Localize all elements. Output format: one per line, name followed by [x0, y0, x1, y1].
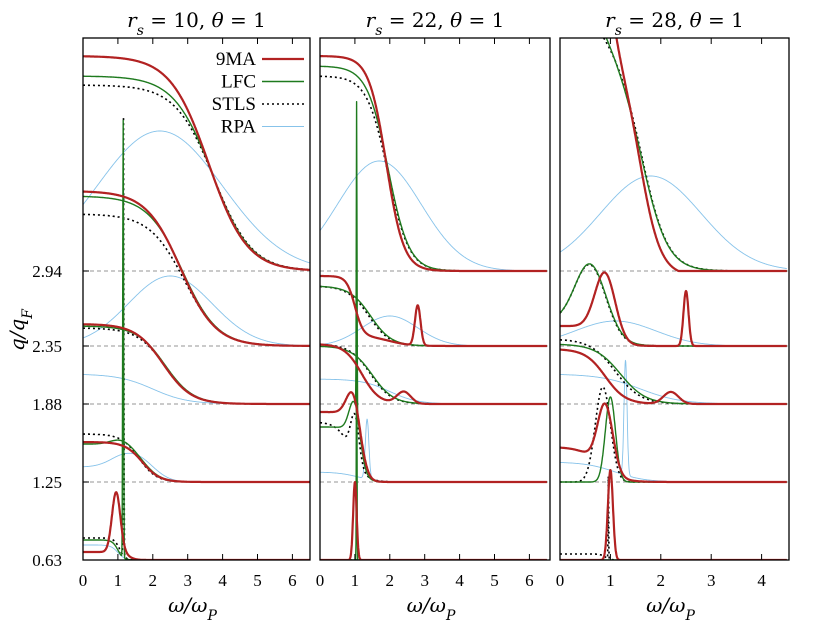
- x-axis-label: ω/ωP: [168, 593, 217, 622]
- series-9ma-q2.35: [560, 271, 788, 348]
- series-9ma-q1.25: [83, 440, 310, 484]
- x-tick-label: 3: [420, 571, 429, 590]
- x-tick-label: 3: [707, 571, 716, 590]
- x-tick-label: 1: [114, 571, 123, 590]
- curves: [560, 38, 788, 560]
- x-tick-label: 5: [253, 571, 262, 590]
- panel-title: rs = 22, θ = 1: [366, 8, 505, 39]
- y-tick-label: 2.94: [32, 262, 62, 281]
- series-stls-q1.25: [83, 433, 310, 483]
- series-stls-q0.63: [560, 475, 788, 560]
- series-rpa-q1.25: [320, 418, 547, 483]
- x-tick-label: 4: [218, 571, 227, 590]
- legend-label-lfc: LFC: [221, 72, 256, 93]
- series-stls-q1.88: [560, 339, 788, 405]
- series-lfc-q2.94: [320, 65, 548, 272]
- x-tick-label: 0: [79, 571, 88, 590]
- legend-label-9ma: 9MA: [216, 49, 256, 70]
- series-9ma-q1.25: [560, 402, 788, 484]
- series-9ma-q2.94: [83, 55, 310, 271]
- series-rpa-q2.94: [560, 175, 787, 269]
- y-tick-label: 0.63: [32, 551, 62, 570]
- x-tick-label: 2: [149, 571, 158, 590]
- y-tick-label: 2.35: [32, 337, 62, 356]
- plot-frame: [559, 37, 790, 561]
- series-stls-q1.25: [320, 412, 548, 483]
- x-tick-label: 0: [556, 571, 565, 590]
- panel-title: rs = 28, θ = 1: [605, 8, 744, 39]
- x-tick-label: 1: [351, 571, 360, 590]
- y-tick-label: 1.88: [32, 395, 62, 414]
- series-stls-q1.88: [83, 327, 310, 405]
- plot-frame: [82, 37, 311, 561]
- series-lfc-q0.63: [83, 119, 310, 560]
- series-lfc-q1.88: [83, 325, 310, 405]
- curves: [83, 55, 310, 560]
- series-9ma-q0.63: [83, 491, 310, 560]
- x-tick-label: 2: [386, 571, 395, 590]
- series-stls-q2.35: [560, 263, 788, 347]
- panel-2: 0 1 2 3 4 5 6 ω/ωP rs = 22, θ = 1: [316, 8, 551, 622]
- plot-frame: [319, 37, 551, 561]
- series-9ma-q2.94: [320, 55, 548, 273]
- series-rpa-q2.35: [83, 275, 310, 347]
- series-9ma-q2.35: [320, 274, 548, 348]
- series-stls-q2.94: [602, 38, 788, 272]
- x-tick-label: 4: [455, 571, 464, 590]
- series-9ma-q2.94: [615, 38, 788, 273]
- x-tick-label: 1: [606, 571, 615, 590]
- series-9ma-q1.88: [83, 323, 310, 406]
- series-9ma-q1.88: [320, 343, 548, 406]
- series-lfc-q1.88: [560, 343, 788, 405]
- x-tick-label: 6: [288, 571, 297, 590]
- series-9ma-q2.35: [83, 190, 310, 347]
- panel-title: rs = 10, θ = 1: [127, 8, 266, 39]
- x-tick-label: 4: [757, 571, 766, 590]
- series-lfc-q2.94: [605, 38, 788, 272]
- series-rpa-q1.88: [560, 374, 787, 405]
- x-tick-label: 5: [490, 571, 499, 590]
- series-9ma-q1.25: [320, 391, 548, 484]
- y-tick-label: 1.25: [32, 473, 62, 492]
- x-axis-label: ω/ωP: [407, 593, 456, 622]
- series-9ma-q1.88: [560, 348, 788, 406]
- panel-1: 0 1 2 3 4 5 6 ω/ωP rs = 10, θ = 1: [79, 8, 311, 622]
- series-stls-q2.94: [320, 75, 548, 272]
- x-tick-label: 3: [183, 571, 192, 590]
- x-tick-label: 2: [657, 571, 666, 590]
- series-rpa-q2.35: [560, 320, 787, 347]
- series-rpa-q2.94: [320, 160, 547, 272]
- series-rpa-q1.25: [83, 452, 310, 483]
- series-lfc-q2.94: [83, 75, 310, 271]
- series-lfc-q2.35: [560, 263, 788, 347]
- panel-3: 0 1 2 3 4 ω/ωP rs = 28, θ = 1: [556, 8, 790, 622]
- series-rpa-q1.25: [560, 359, 787, 483]
- x-axis-label: ω/ωP: [646, 593, 695, 622]
- series-9ma-q0.63: [320, 481, 548, 560]
- series-lfc-q1.25: [320, 101, 548, 483]
- curves: [320, 55, 548, 560]
- legend-label-stls: STLS: [212, 94, 256, 115]
- legend-label-rpa: RPA: [221, 117, 256, 138]
- series-rpa-q2.35: [320, 315, 547, 347]
- series-rpa-q1.88: [83, 374, 310, 405]
- series-rpa-q2.94: [83, 130, 310, 264]
- x-tick-label: 6: [525, 571, 534, 590]
- series-9ma-q0.63: [560, 469, 788, 560]
- series-lfc-q1.25: [83, 439, 310, 483]
- series-stls-q2.94: [83, 84, 310, 271]
- x-tick-label: 0: [316, 571, 325, 590]
